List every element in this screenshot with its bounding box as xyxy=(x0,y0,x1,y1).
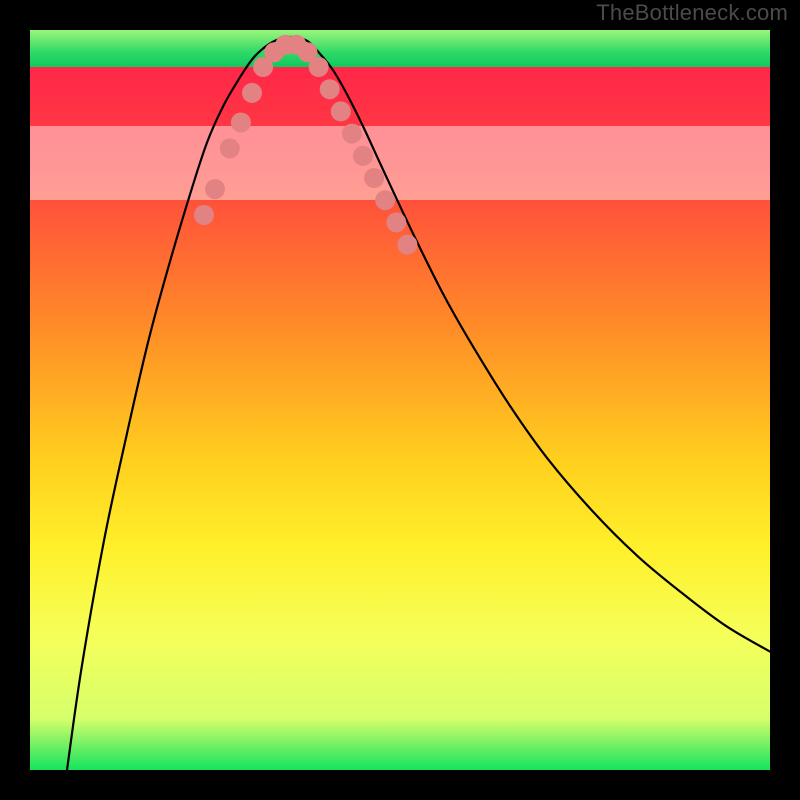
curve-marker xyxy=(397,235,417,255)
bottleneck-curve xyxy=(67,37,770,770)
curve-marker xyxy=(353,146,373,166)
curve-marker xyxy=(220,138,240,158)
curve-marker xyxy=(375,190,395,210)
watermark-text: TheBottleneck.com xyxy=(596,0,788,26)
curve-marker xyxy=(242,83,262,103)
curve-marker xyxy=(309,57,329,77)
curve-layer xyxy=(30,30,770,770)
curve-marker xyxy=(231,113,251,133)
plot-area xyxy=(30,30,770,770)
curve-marker xyxy=(205,179,225,199)
curve-marker xyxy=(342,124,362,144)
curve-marker xyxy=(364,168,384,188)
curve-marker xyxy=(331,101,351,121)
curve-markers xyxy=(194,35,418,255)
curve-marker xyxy=(386,212,406,232)
curve-marker xyxy=(320,79,340,99)
chart-container: { "watermark": { "text": "TheBottleneck.… xyxy=(0,0,800,800)
curve-marker xyxy=(194,205,214,225)
